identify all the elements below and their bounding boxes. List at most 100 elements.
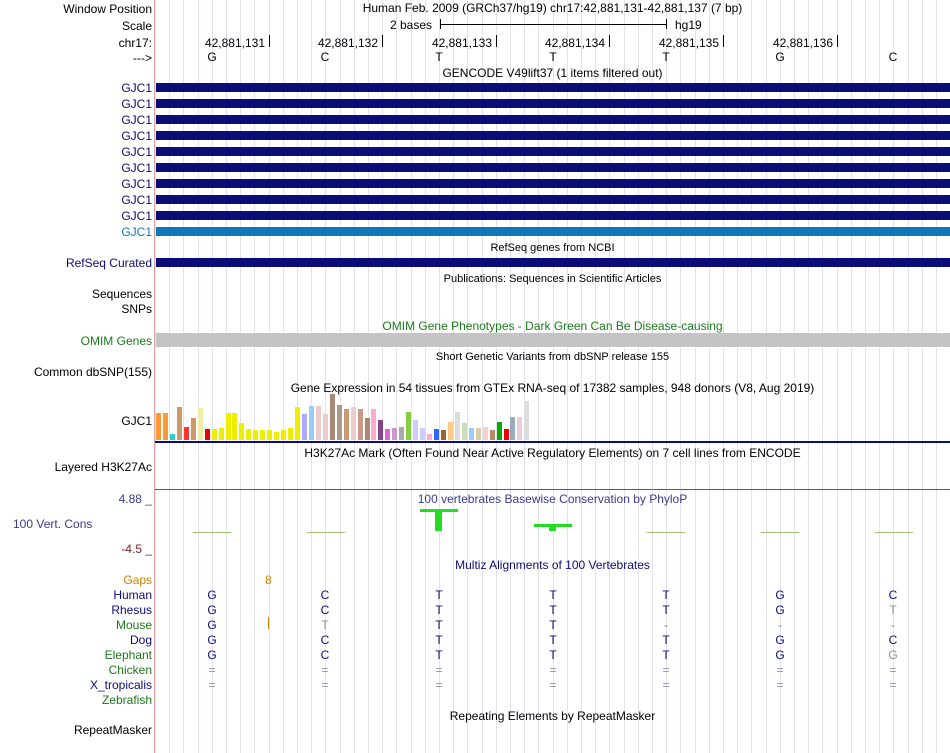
gencode-gene-bar[interactable] [156, 163, 950, 172]
gtex-tissue-bar[interactable] [315, 406, 321, 440]
h3k27ac-track-label[interactable]: Layered H3K27Ac [54, 460, 152, 474]
gtex-tissue-bar[interactable] [204, 429, 210, 440]
gtex-tissue-bar[interactable] [336, 405, 342, 440]
gtex-tissue-bar[interactable] [392, 428, 398, 440]
gtex-tissue-bar[interactable] [420, 428, 426, 440]
gtex-tissue-bar[interactable] [253, 430, 259, 440]
gencode-gene-bar[interactable] [156, 211, 950, 220]
gencode-gene-bar[interactable] [156, 227, 950, 236]
gtex-tissue-bar[interactable] [322, 414, 328, 440]
gtex-tissue-bar[interactable] [246, 429, 252, 440]
phylop-negative-line[interactable] [307, 532, 345, 533]
publications-track-title[interactable]: Publications: Sequences in Scientific Ar… [443, 273, 662, 285]
multiz-species-label[interactable]: Rhesus [111, 603, 152, 617]
publications-sequences-label[interactable]: Sequences [91, 287, 152, 301]
h3k27ac-track-title[interactable]: H3K27Ac Mark (Often Found Near Active Re… [304, 446, 801, 460]
gtex-tissue-bar[interactable] [364, 418, 370, 440]
refseq-track-title[interactable]: RefSeq genes from NCBI [490, 242, 615, 254]
gencode-gene-label[interactable]: GJC1 [121, 81, 152, 95]
gtex-tissue-bar[interactable] [176, 407, 182, 440]
gtex-tissue-bar[interactable] [232, 413, 238, 440]
gtex-tissue-bar[interactable] [274, 432, 280, 440]
gtex-tissue-bar[interactable] [399, 427, 405, 440]
gencode-gene-label[interactable]: GJC1 [121, 113, 152, 127]
gtex-tissue-bar[interactable] [156, 413, 161, 440]
gencode-gene-bar[interactable] [156, 83, 950, 92]
gtex-tissue-bar[interactable] [413, 420, 419, 440]
gtex-tissue-bar[interactable] [211, 429, 217, 440]
gtex-track-title[interactable]: Gene Expression in 54 tissues from GTEx … [290, 381, 815, 395]
gencode-gene-bar[interactable] [156, 115, 950, 124]
gtex-tissue-bar[interactable] [406, 412, 412, 440]
gtex-tissue-bar[interactable] [260, 430, 266, 440]
phylop-negative-line[interactable] [761, 532, 799, 533]
repeatmasker-track-title[interactable]: Repeating Elements by RepeatMasker [449, 709, 656, 723]
gtex-tissue-bar[interactable] [427, 434, 433, 440]
gencode-gene-label[interactable]: GJC1 [121, 177, 152, 191]
gtex-tissue-bar[interactable] [162, 413, 168, 440]
multiz-species-label[interactable]: Chicken [108, 663, 152, 677]
gtex-tissue-bar[interactable] [378, 420, 384, 440]
multiz-species-label[interactable]: Zebrafish [101, 693, 152, 707]
gencode-gene-label[interactable]: GJC1 [121, 161, 152, 175]
gencode-track-title[interactable]: GENCODE V49lift37 (1 items filtered out) [442, 66, 663, 80]
gtex-tissue-bar[interactable] [239, 423, 245, 440]
omim-track-label[interactable]: OMIM Genes [80, 334, 152, 348]
gtex-tissue-bar[interactable] [329, 394, 335, 440]
gtex-tissue-bar[interactable] [197, 408, 203, 440]
gtex-tissue-bar[interactable] [434, 429, 439, 440]
gtex-tissue-bar[interactable] [169, 434, 175, 440]
gtex-tissue-bar[interactable] [281, 430, 287, 440]
gtex-tissue-bar[interactable] [475, 428, 481, 440]
gencode-gene-label[interactable]: GJC1 [121, 97, 152, 111]
phylop-negative-line[interactable] [647, 532, 685, 533]
gtex-tissue-bar[interactable] [447, 422, 453, 440]
gencode-gene-bar[interactable] [156, 179, 950, 188]
gtex-tissue-bar[interactable] [385, 429, 391, 440]
refseq-gene-bar[interactable] [156, 258, 950, 267]
gtex-tissue-bar[interactable] [183, 427, 189, 440]
gtex-tissue-bar[interactable] [489, 430, 495, 440]
gtex-tissue-bar[interactable] [510, 417, 516, 440]
gtex-tissue-bar[interactable] [218, 428, 224, 440]
omim-phenotype-bar[interactable] [156, 333, 950, 347]
conservation-track-label[interactable]: 100 Vert. Cons [13, 517, 93, 531]
gtex-gene-label[interactable]: GJC1 [121, 414, 152, 428]
gtex-tissue-bar[interactable] [468, 428, 474, 440]
gencode-gene-label[interactable]: GJC1 [121, 193, 152, 207]
gencode-gene-bar[interactable] [156, 195, 950, 204]
refseq-track-label[interactable]: RefSeq Curated [65, 256, 152, 270]
conservation-track-title[interactable]: 100 vertebrates Basewise Conservation by… [417, 492, 688, 506]
gencode-gene-bar[interactable] [156, 99, 950, 108]
phylop-negative-line[interactable] [875, 532, 913, 533]
gtex-tissue-bar[interactable] [350, 407, 356, 440]
omim-track-title[interactable]: OMIM Gene Phenotypes - Dark Green Can Be… [382, 319, 723, 333]
gtex-tissue-bar[interactable] [295, 407, 300, 440]
gtex-tissue-bar[interactable] [301, 414, 307, 440]
multiz-species-label[interactable]: Elephant [104, 648, 152, 662]
gtex-tissue-bar[interactable] [190, 418, 196, 440]
gencode-gene-label[interactable]: GJC1 [121, 225, 152, 239]
phylop-positive-bar[interactable] [435, 509, 442, 531]
gtex-tissue-bar[interactable] [225, 413, 231, 440]
gtex-tissue-bar[interactable] [308, 406, 314, 440]
gtex-tissue-bar[interactable] [461, 423, 467, 440]
gencode-gene-label[interactable]: GJC1 [121, 209, 152, 223]
gtex-tissue-bar[interactable] [524, 401, 530, 440]
gtex-tissue-bar[interactable] [288, 428, 294, 440]
multiz-species-label[interactable]: X_tropicalis [89, 678, 152, 692]
multiz-track-title[interactable]: Multiz Alignments of 100 Vertebrates [455, 558, 650, 572]
gencode-gene-label[interactable]: GJC1 [121, 145, 152, 159]
gencode-gene-bar[interactable] [156, 147, 950, 156]
multiz-species-label[interactable]: Mouse [115, 618, 152, 632]
gtex-tissue-bar[interactable] [357, 409, 363, 440]
dbsnp-track-title[interactable]: Short Genetic Variants from dbSNP releas… [435, 351, 670, 363]
gencode-gene-label[interactable]: GJC1 [121, 129, 152, 143]
gtex-tissue-bar[interactable] [454, 412, 460, 440]
dbsnp-track-label[interactable]: Common dbSNP(155) [33, 365, 152, 379]
multiz-species-label[interactable]: Human [113, 588, 152, 602]
multiz-species-label[interactable]: Dog [129, 633, 152, 647]
gencode-gene-bar[interactable] [156, 131, 950, 140]
gtex-tissue-bar[interactable] [371, 409, 377, 440]
gtex-tissue-bar[interactable] [267, 430, 273, 440]
